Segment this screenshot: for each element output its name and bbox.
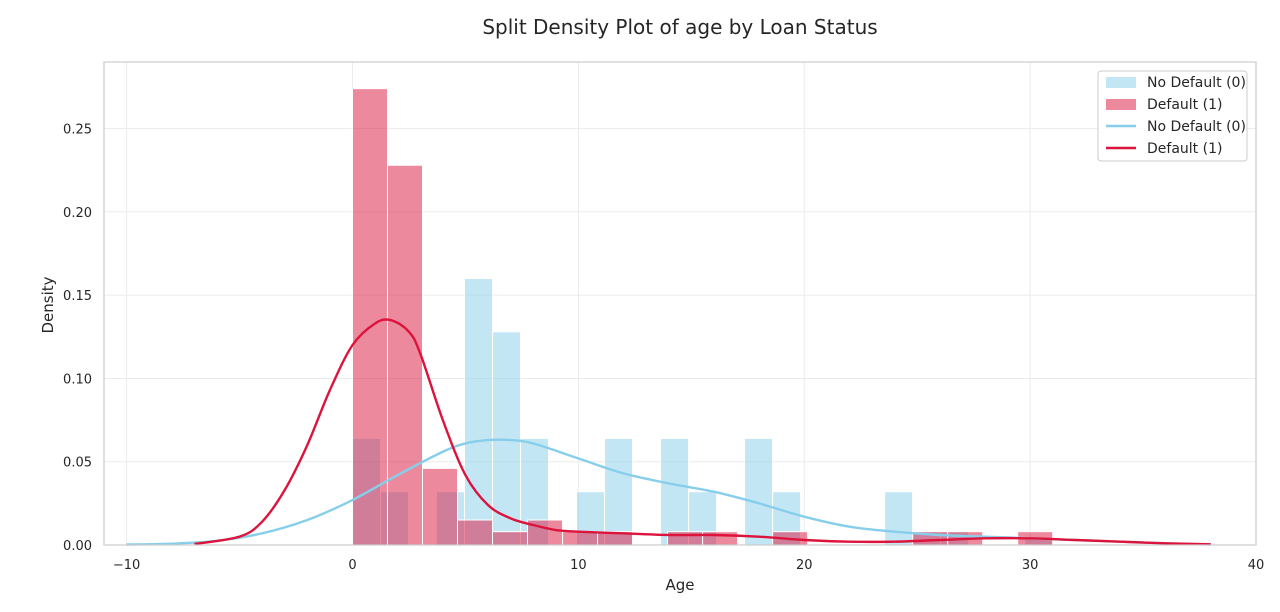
- bar-no-default: [604, 437, 634, 546]
- bar-default: [386, 164, 423, 546]
- x-tick-label: 30: [1022, 558, 1039, 573]
- legend-label: Default (1): [1147, 141, 1222, 157]
- plot-frame: [103, 61, 1257, 546]
- kde-lines: [126, 318, 1211, 546]
- bar-no-default: [744, 437, 774, 546]
- legend: No Default (0) Default (1) No Default (0) D…: [1097, 70, 1248, 162]
- x-tick-label: −10: [113, 558, 140, 573]
- bar-default: [492, 531, 529, 546]
- bar-no-default: [884, 491, 914, 546]
- y-tick-label: 0.20: [63, 206, 92, 221]
- y-axis-label: Density: [39, 276, 57, 333]
- bar-no-default: [660, 437, 690, 546]
- y-tick-label: 0.25: [63, 123, 92, 138]
- bar-default: [457, 519, 494, 546]
- bar-no-default: [492, 331, 522, 546]
- bar-default: [667, 531, 704, 546]
- y-tick-label: 0.05: [63, 456, 92, 471]
- y-axis-ticks: 0.00 0.05 0.10 0.15 0.20 0.25: [63, 123, 92, 554]
- x-tick-label: 0: [348, 558, 356, 573]
- x-tick-label: 20: [796, 558, 813, 573]
- chart-title: Split Density Plot of age by Loan Status: [482, 15, 877, 39]
- x-axis-ticks: −10 0 10 20 30 40: [113, 558, 1264, 573]
- legend-label: No Default (0): [1147, 75, 1246, 91]
- bar-default: [351, 88, 388, 546]
- legend-box: [1097, 70, 1248, 162]
- kde-line-default: [194, 318, 1211, 546]
- x-tick-label: 10: [570, 558, 587, 573]
- y-tick-label: 0.00: [63, 539, 92, 554]
- bar-default: [421, 467, 459, 546]
- bar-no-default: [464, 278, 494, 546]
- legend-swatch: [1106, 99, 1136, 110]
- bar-default: [562, 531, 599, 546]
- x-tick-label: 40: [1248, 558, 1265, 573]
- legend-label: No Default (0): [1147, 119, 1246, 135]
- y-tick-label: 0.10: [63, 372, 92, 387]
- y-tick-label: 0.15: [63, 289, 92, 304]
- x-axis-label: Age: [665, 576, 694, 594]
- legend-swatch: [1106, 77, 1136, 88]
- bar-default: [702, 531, 739, 546]
- legend-label: Default (1): [1147, 97, 1222, 113]
